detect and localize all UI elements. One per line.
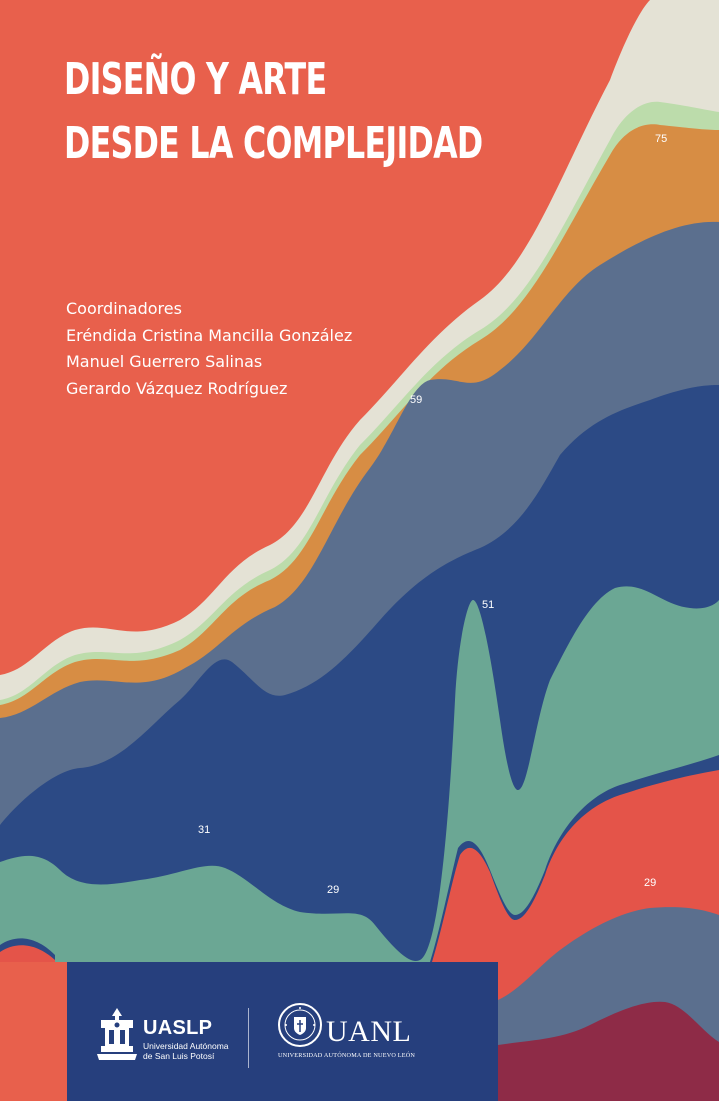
stream-label-51: 51	[482, 599, 494, 611]
logo-divider	[248, 1008, 249, 1068]
title-line-1: DISEÑO Y ARTE	[64, 54, 327, 105]
stream-label-75: 75	[655, 133, 667, 145]
coordinator-name: Manuel Guerrero Salinas	[66, 352, 263, 371]
coordinators-heading: Coordinadores	[66, 299, 182, 318]
stream-wine	[498, 1001, 719, 1101]
uanl-full-name: UNIVERSIDAD AUTÓNOMA DE NUEVO LEÓN	[278, 1052, 416, 1059]
book-title: DISEÑO Y ARTE DESDE LA COMPLEJIDAD	[64, 48, 483, 176]
publisher-footer: UASLP Universidad Autónoma de San Luis P…	[67, 962, 498, 1101]
uaslp-crest-icon	[97, 1008, 137, 1060]
coordinator-name: Eréndida Cristina Mancilla González	[66, 325, 353, 345]
coordinator-name: Gerardo Vázquez Rodríguez	[66, 378, 288, 398]
stream-label-29-right: 29	[644, 877, 656, 889]
coordinators-block: Coordinadores Eréndida Cristina Mancilla…	[66, 296, 352, 402]
title-line-2: DESDE LA COMPLEJIDAD	[64, 118, 483, 169]
uaslp-acronym: UASLP	[143, 1017, 213, 1039]
uaslp-full-name: Universidad Autónoma de San Luis Potosí	[143, 1041, 229, 1061]
stream-label-59: 59	[410, 394, 422, 406]
uanl-acronym: UANL	[326, 1015, 412, 1048]
left-coral-column	[0, 962, 67, 1101]
stream-label-29-left: 29	[327, 884, 339, 896]
uanl-seal-icon	[278, 1003, 322, 1047]
stream-label-31: 31	[198, 824, 210, 836]
